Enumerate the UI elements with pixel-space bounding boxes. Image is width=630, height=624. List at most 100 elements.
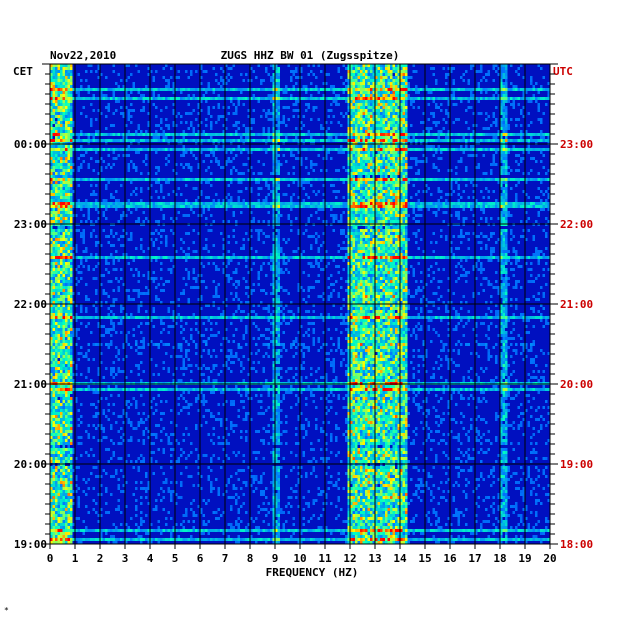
- heatmap-cell: [310, 166, 313, 169]
- heatmap-cell: [277, 73, 280, 76]
- heatmap-cell: [67, 94, 70, 97]
- heatmap-cell: [130, 133, 133, 136]
- heatmap-cell: [382, 130, 385, 133]
- heatmap-cell: [67, 148, 70, 151]
- heatmap-cell: [502, 97, 505, 100]
- heatmap-cell: [265, 70, 268, 73]
- heatmap-cell: [490, 232, 493, 235]
- heatmap-cell: [50, 145, 53, 148]
- heatmap-cell: [500, 145, 503, 148]
- heatmap-cell: [387, 67, 390, 70]
- heatmap-cell: [190, 148, 193, 151]
- heatmap-cell: [235, 112, 238, 115]
- heatmap-cell: [375, 88, 378, 91]
- heatmap-cell: [380, 112, 383, 115]
- heatmap-cell: [312, 190, 315, 193]
- heatmap-cell: [225, 76, 228, 79]
- heatmap-cell: [515, 196, 518, 199]
- heatmap-cell: [412, 202, 415, 205]
- heatmap-cell: [435, 148, 438, 151]
- heatmap-cell: [402, 157, 405, 160]
- heatmap-cell: [220, 133, 223, 136]
- heatmap-cell: [430, 91, 433, 94]
- heatmap-cell: [510, 88, 513, 91]
- heatmap-cell: [372, 193, 375, 196]
- heatmap-cell: [447, 67, 450, 70]
- heatmap-cell: [62, 232, 65, 235]
- heatmap-cell: [390, 220, 393, 223]
- heatmap-cell: [527, 145, 530, 148]
- heatmap-cell: [542, 112, 545, 115]
- heatmap-cell: [347, 133, 350, 136]
- heatmap-cell: [67, 145, 70, 148]
- heatmap-cell: [502, 67, 505, 70]
- heatmap-cell: [52, 157, 55, 160]
- heatmap-cell: [132, 205, 135, 208]
- heatmap-cell: [222, 79, 225, 82]
- heatmap-cell: [462, 208, 465, 211]
- heatmap-cell: [62, 178, 65, 181]
- heatmap-cell: [397, 157, 400, 160]
- heatmap-cell: [115, 157, 118, 160]
- heatmap-cell: [272, 226, 275, 229]
- heatmap-cell: [240, 148, 243, 151]
- heatmap-cell: [350, 211, 353, 214]
- heatmap-cell: [205, 97, 208, 100]
- heatmap-cell: [335, 190, 338, 193]
- heatmap-cell: [492, 202, 495, 205]
- heatmap-cell: [397, 181, 400, 184]
- heatmap-cell: [52, 151, 55, 154]
- heatmap-cell: [110, 202, 113, 205]
- heatmap-cell: [65, 172, 68, 175]
- heatmap-cell: [405, 118, 408, 121]
- heatmap-cell: [367, 172, 370, 175]
- heatmap-cell: [500, 199, 503, 202]
- heatmap-cell: [105, 208, 108, 211]
- heatmap-cell: [380, 217, 383, 220]
- heatmap-cell: [530, 82, 533, 85]
- heatmap-cell: [70, 172, 73, 175]
- heatmap-cell: [400, 64, 403, 67]
- heatmap-cell: [297, 88, 300, 91]
- heatmap-cell: [282, 139, 285, 142]
- heatmap-cell: [387, 115, 390, 118]
- heatmap-cell: [542, 97, 545, 100]
- heatmap-cell: [332, 148, 335, 151]
- heatmap-cell: [115, 199, 118, 202]
- heatmap-cell: [352, 172, 355, 175]
- heatmap-cell: [227, 199, 230, 202]
- heatmap-cell: [150, 232, 153, 235]
- heatmap-cell: [57, 175, 60, 178]
- heatmap-cell: [60, 136, 63, 139]
- heatmap-cell: [230, 169, 233, 172]
- heatmap-cell: [437, 139, 440, 142]
- heatmap-cell: [85, 133, 88, 136]
- heatmap-cell: [437, 178, 440, 181]
- heatmap-cell: [377, 115, 380, 118]
- heatmap-cell: [362, 163, 365, 166]
- heatmap-cell: [392, 163, 395, 166]
- heatmap-cell: [245, 136, 248, 139]
- heatmap-cell: [50, 160, 53, 163]
- heatmap-cell: [235, 148, 238, 151]
- heatmap-cell: [540, 181, 543, 184]
- heatmap-cell: [160, 178, 163, 181]
- heatmap-cell: [405, 67, 408, 70]
- heatmap-cell: [270, 178, 273, 181]
- heatmap-cell: [140, 97, 143, 100]
- heatmap-cell: [515, 133, 518, 136]
- heatmap-cell: [547, 148, 550, 151]
- heatmap-cell: [497, 133, 500, 136]
- heatmap-cell: [377, 100, 380, 103]
- heatmap-cell: [392, 139, 395, 142]
- heatmap-cell: [200, 178, 203, 181]
- heatmap-cell: [125, 232, 128, 235]
- heatmap-cell: [155, 148, 158, 151]
- heatmap-cell: [77, 169, 80, 172]
- heatmap-cell: [487, 202, 490, 205]
- heatmap-cell: [270, 133, 273, 136]
- heatmap-cell: [470, 139, 473, 142]
- heatmap-cell: [295, 82, 298, 85]
- heatmap-cell: [167, 133, 170, 136]
- heatmap-cell: [87, 202, 90, 205]
